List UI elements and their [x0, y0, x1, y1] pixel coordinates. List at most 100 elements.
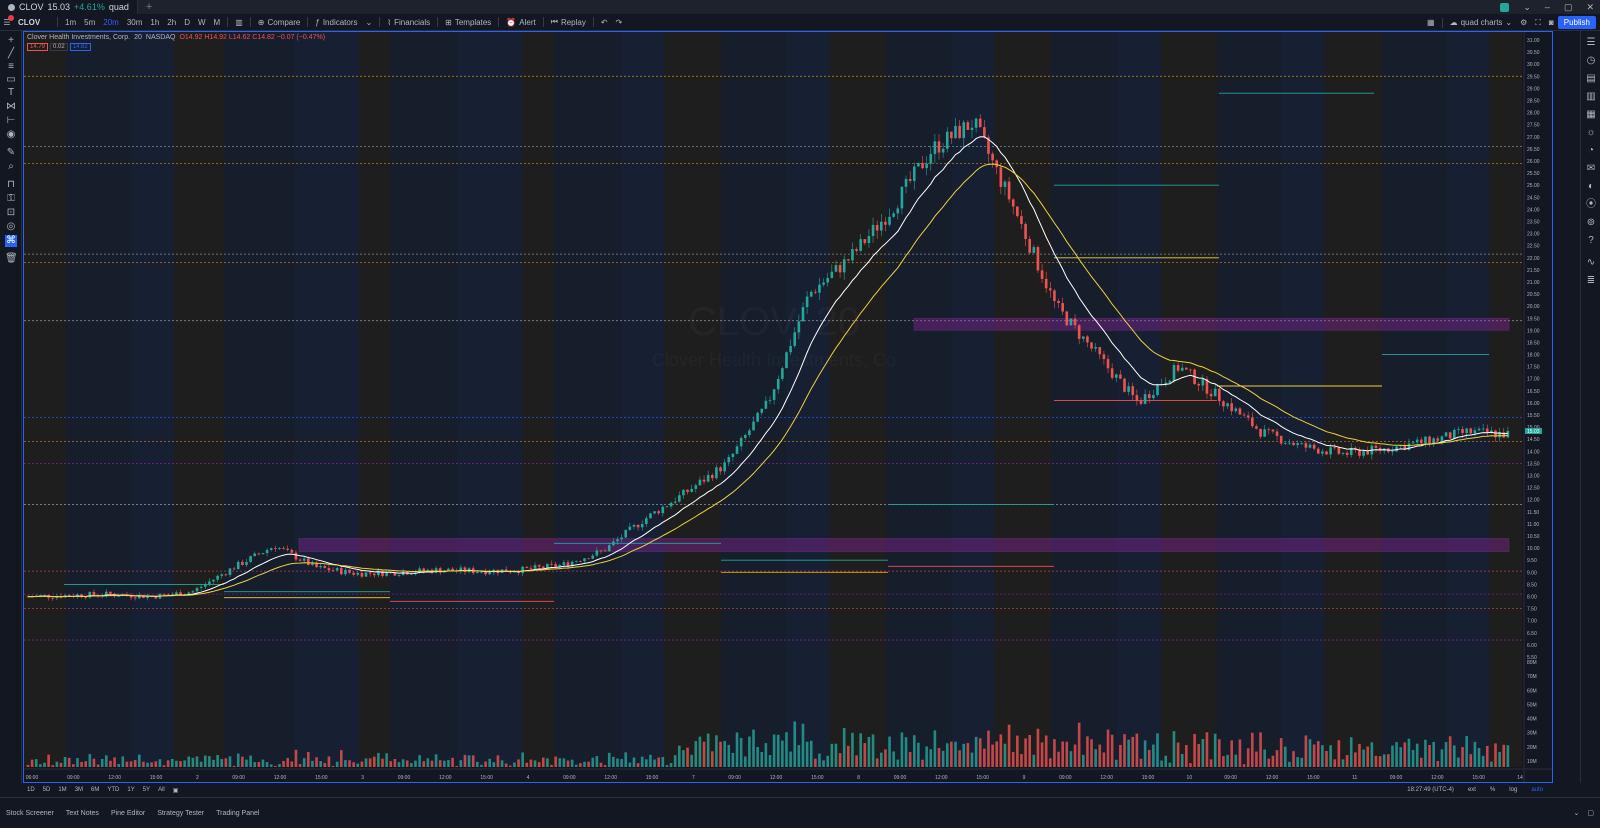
- ask-price[interactable]: 14.82: [69, 43, 91, 51]
- bid-price[interactable]: 14.79: [27, 43, 49, 51]
- redo-icon[interactable]: ↷: [615, 17, 623, 27]
- streams-icon[interactable]: ◔: [1587, 145, 1595, 156]
- settings-icon[interactable]: ⚙: [1520, 18, 1528, 27]
- symbol-search[interactable]: CLOV: [18, 17, 41, 27]
- percent-toggle[interactable]: %: [1489, 787, 1496, 793]
- interval-D[interactable]: D: [184, 17, 190, 27]
- menu-icon[interactable]: ☰: [0, 14, 14, 31]
- price-chart[interactable]: 31.0030.5030.0029.5029.0028.5028.0027.50…: [24, 32, 1553, 783]
- range-ytd[interactable]: YTD: [107, 787, 120, 793]
- volume-bar: [1461, 747, 1464, 767]
- range-1m[interactable]: 1M: [58, 787, 67, 793]
- trendline-icon[interactable]: ╱: [7, 48, 15, 59]
- hotlist-icon[interactable]: ▥: [1586, 91, 1596, 102]
- favorites-icon[interactable]: ⌘: [5, 235, 17, 247]
- interval-5m[interactable]: 5m: [84, 17, 96, 27]
- candle-body: [550, 563, 553, 565]
- extension-icon[interactable]: [1500, 2, 1510, 12]
- interval-1h[interactable]: 1h: [150, 17, 160, 27]
- camera-icon[interactable]: ◙: [1548, 18, 1554, 27]
- calendar-icon[interactable]: ▦: [1586, 109, 1596, 120]
- candle-body: [818, 284, 821, 293]
- interval-30m[interactable]: 30m: [126, 17, 143, 27]
- pattern-icon[interactable]: ⋈: [6, 101, 16, 112]
- volume-bar: [1213, 733, 1217, 767]
- horizontal-lines-icon[interactable]: ≡: [8, 61, 14, 72]
- range-1d[interactable]: 1D: [27, 787, 35, 793]
- interval-2h[interactable]: 2h: [167, 17, 177, 27]
- interval-20m[interactable]: 20m: [103, 17, 119, 27]
- chart-pane[interactable]: CLOV, 20 Clover Health Investments, Co 3…: [23, 31, 1553, 783]
- indicators-button[interactable]: ƒ Indicators: [311, 14, 361, 31]
- alerts-icon[interactable]: ◷: [1586, 55, 1596, 66]
- interval-W[interactable]: W: [197, 17, 206, 27]
- magnet-icon[interactable]: ⊓: [7, 179, 15, 190]
- zoom-icon[interactable]: ⌕: [8, 161, 14, 172]
- ext-toggle[interactable]: ext: [1467, 787, 1476, 793]
- tab-text-notes[interactable]: Text Notes: [65, 809, 99, 817]
- collapse-icon[interactable]: ⌄: [1573, 810, 1580, 817]
- candle-body: [286, 548, 289, 550]
- range-all[interactable]: All: [158, 787, 165, 793]
- interval-M[interactable]: M: [213, 17, 221, 27]
- notifications-icon[interactable]: ◐: [1587, 181, 1595, 192]
- log-toggle[interactable]: log: [1509, 787, 1518, 793]
- text-icon[interactable]: T: [7, 87, 15, 98]
- clock[interactable]: 18:27:49 (UTC-4): [1407, 787, 1454, 793]
- auto-toggle[interactable]: auto: [1531, 787, 1543, 793]
- range-5d[interactable]: 5D: [42, 787, 51, 793]
- new-tab-button[interactable]: +: [145, 1, 153, 13]
- session-band: [1217, 32, 1281, 767]
- visibility-icon[interactable]: ◎: [6, 221, 16, 232]
- data-window-icon[interactable]: ▤: [1586, 73, 1596, 84]
- replay-button[interactable]: ⏮ Replay: [547, 14, 590, 31]
- ruler-icon[interactable]: ⊢: [6, 115, 16, 126]
- layout-name-button[interactable]: ☁ quad charts ⌄: [1446, 14, 1517, 31]
- chart-tab[interactable]: CLOV 15.03 +4.61% quad: [0, 0, 138, 14]
- fullscreen-icon[interactable]: ⛶: [1535, 17, 1541, 27]
- indicators-dropdown-icon[interactable]: ⌄: [365, 17, 373, 27]
- compare-button[interactable]: ⊕ Compare: [254, 14, 305, 31]
- tab-pine-editor[interactable]: Pine Editor: [110, 809, 146, 817]
- menu-more-icon[interactable]: ≣: [1586, 275, 1596, 286]
- maximize-icon[interactable]: ▢: [1563, 1, 1573, 12]
- volume-bar: [117, 764, 120, 767]
- templates-button[interactable]: ⊞ Templates: [441, 14, 495, 31]
- rectangle-icon[interactable]: ▭: [6, 74, 16, 85]
- crosshair-icon[interactable]: +: [8, 35, 14, 46]
- publish-button[interactable]: Publish: [1557, 16, 1596, 29]
- volume-bar: [1502, 744, 1506, 767]
- lock-icon[interactable]: ⊡: [6, 207, 16, 218]
- help-icon[interactable]: ?: [1588, 235, 1594, 246]
- range-5y[interactable]: 5Y: [142, 787, 151, 793]
- chat-icon[interactable]: ✉: [1586, 163, 1596, 174]
- financials-button[interactable]: ⌇ Financials: [383, 14, 434, 31]
- broadcast-icon[interactable]: ⊚: [1586, 217, 1596, 228]
- goto-date-icon[interactable]: ▣: [172, 787, 179, 794]
- dropdown-icon[interactable]: ⌄: [1523, 1, 1531, 12]
- trash-icon[interactable]: 🗑: [5, 253, 18, 264]
- tab-trading-panel[interactable]: Trading Panel: [216, 809, 260, 817]
- range-6m[interactable]: 6M: [91, 787, 100, 793]
- volume-bar: [1086, 736, 1089, 767]
- signal-icon[interactable]: ⦿: [1586, 199, 1596, 210]
- tab-strategy-tester[interactable]: Strategy Tester: [157, 809, 205, 817]
- panel-maximize-icon[interactable]: ▢: [1587, 810, 1594, 817]
- ideas-icon[interactable]: ☼: [1586, 127, 1596, 138]
- alert-button[interactable]: ⏰ Alert: [502, 14, 539, 31]
- close-icon[interactable]: ✕: [1586, 1, 1594, 12]
- pulse-icon[interactable]: ∿: [1586, 257, 1596, 268]
- watchlist-icon[interactable]: ☰: [1586, 37, 1596, 48]
- undo-icon[interactable]: ↶: [600, 17, 608, 27]
- range-1y[interactable]: 1Y: [127, 787, 135, 793]
- range-3m[interactable]: 3M: [74, 787, 84, 793]
- layout-icon[interactable]: ▦: [1427, 18, 1435, 27]
- eye-icon[interactable]: ◉: [6, 129, 16, 140]
- tab-stock-screener[interactable]: Stock Screener: [6, 809, 54, 817]
- volume-bar: [1024, 738, 1027, 767]
- chart-type-button[interactable]: ▥: [235, 17, 243, 27]
- minimize-icon[interactable]: –: [1544, 2, 1550, 12]
- lock-drawings-icon[interactable]: ⚿: [7, 193, 15, 204]
- interval-1m[interactable]: 1m: [65, 17, 77, 27]
- brush-icon[interactable]: ✎: [6, 147, 16, 158]
